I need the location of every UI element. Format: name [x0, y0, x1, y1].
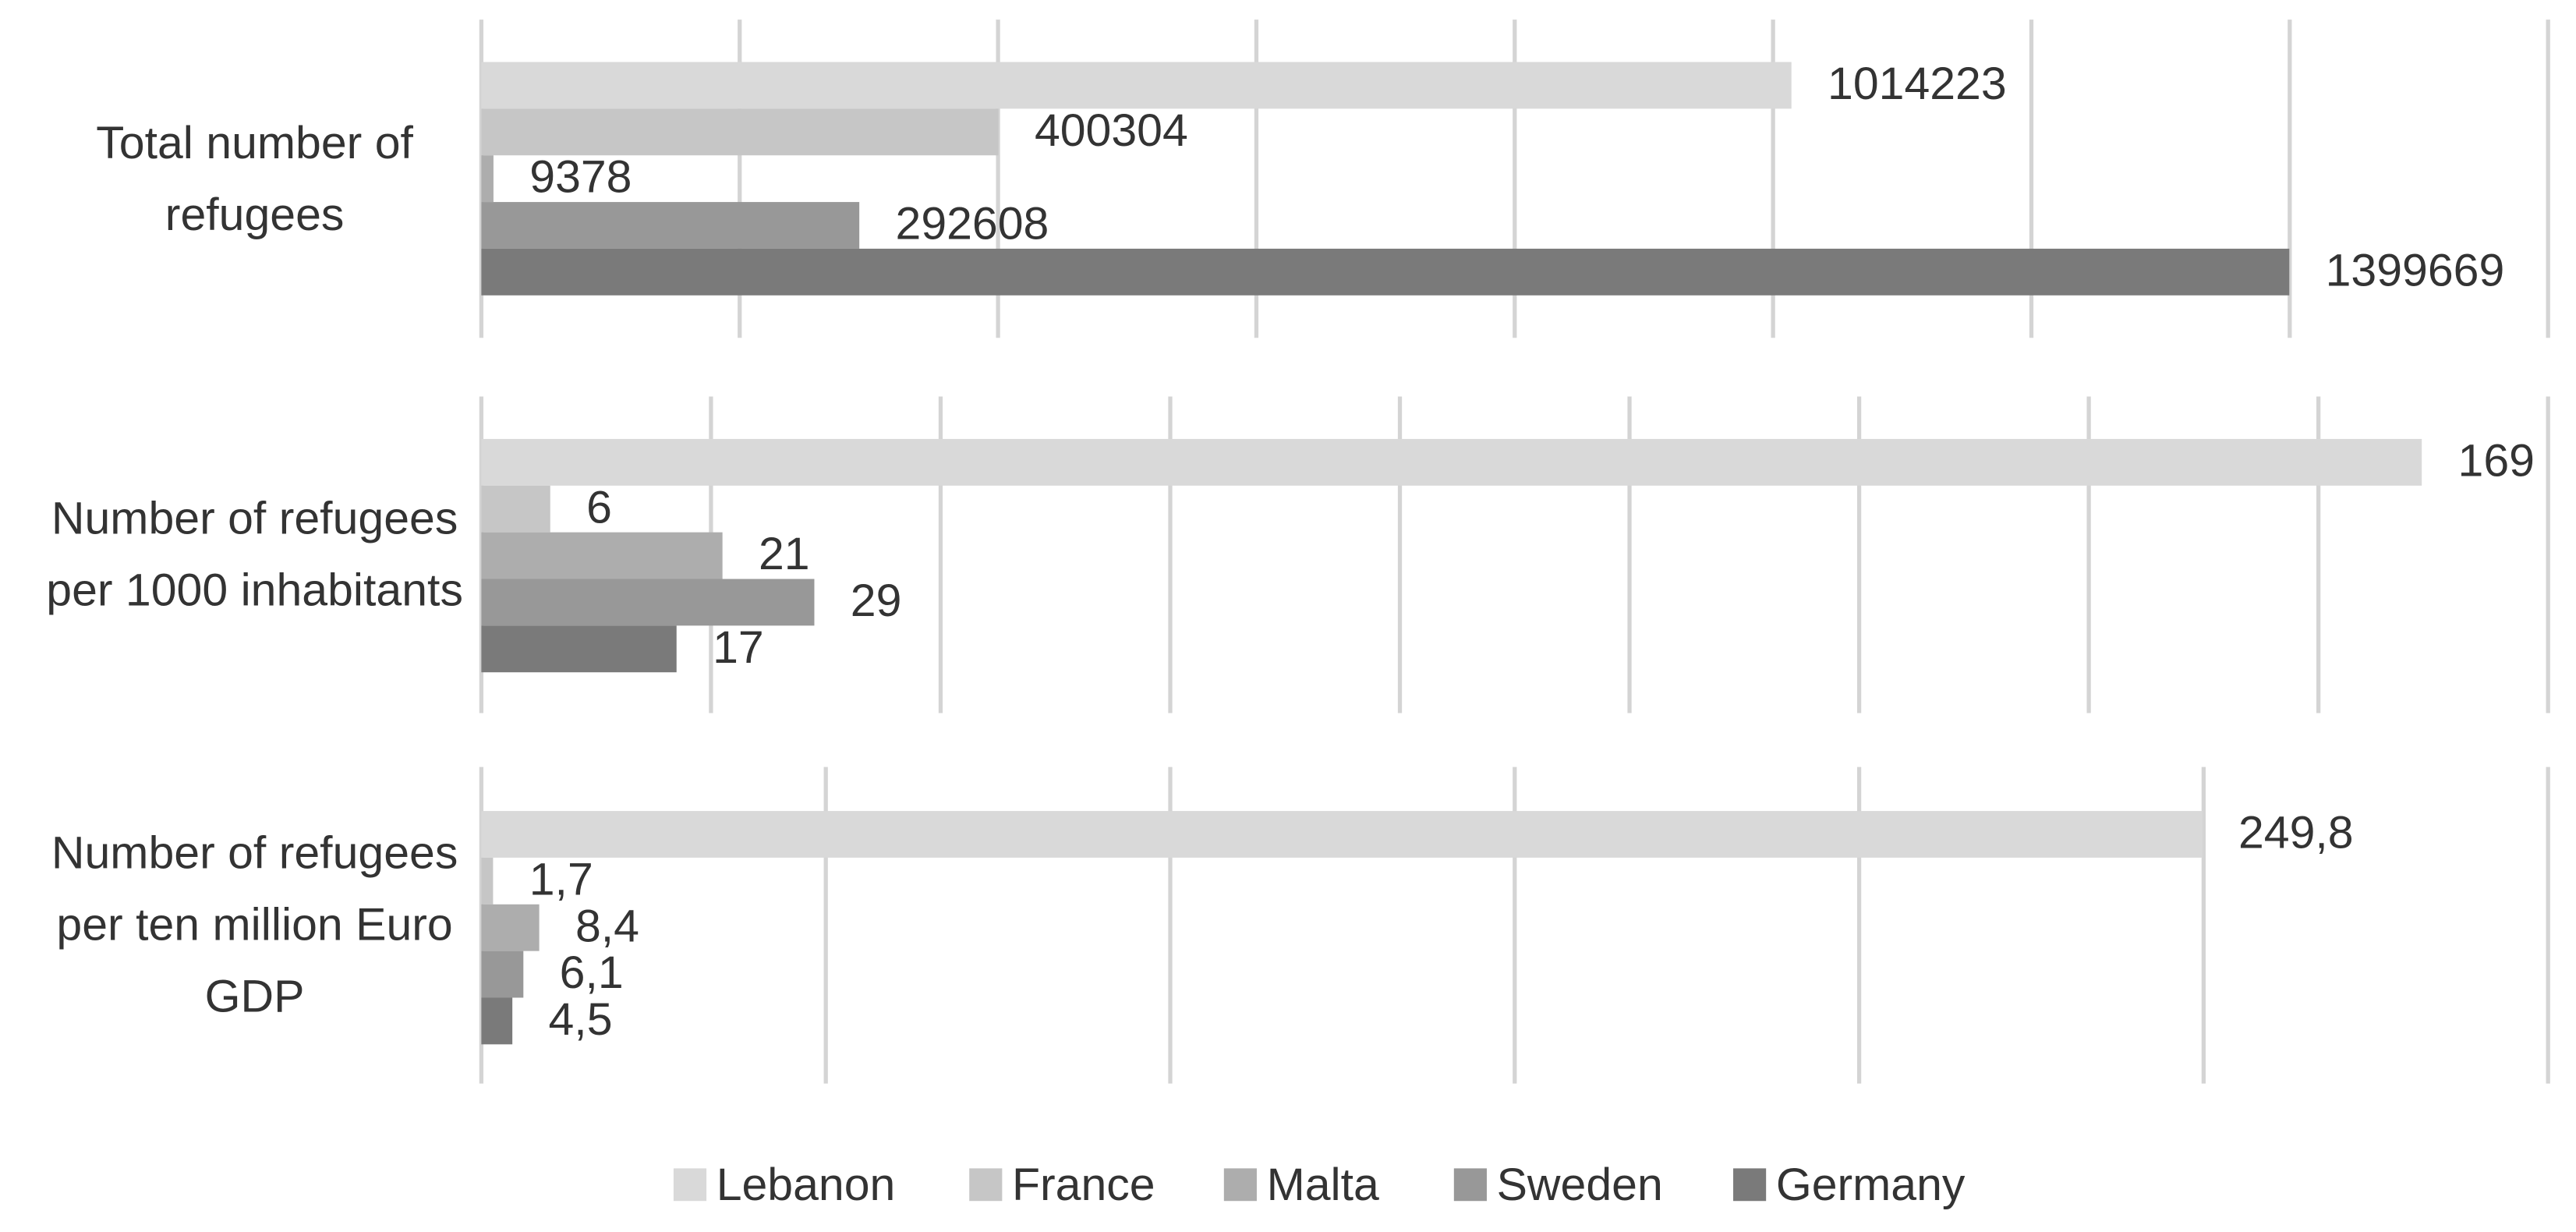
bar	[481, 951, 524, 998]
value-label: 6	[586, 482, 612, 533]
legend-label: Sweden	[1497, 1159, 1663, 1210]
category-label: Number of refugees per ten million Euro …	[51, 827, 458, 1022]
value-label: 4,5	[549, 994, 613, 1045]
legend-swatch	[673, 1168, 707, 1202]
bar	[481, 485, 550, 533]
value-label: 1399669	[2326, 246, 2505, 296]
legend-label: France	[1012, 1159, 1155, 1210]
value-label: 29	[851, 575, 902, 626]
value-label: 400304	[1035, 105, 1188, 156]
bar	[481, 155, 494, 203]
bar	[481, 62, 1792, 109]
value-label: 6,1	[560, 947, 624, 998]
legend-label: Lebanon	[717, 1159, 896, 1210]
bar	[481, 857, 494, 905]
category-label-box: Total number of refugees	[96, 116, 413, 239]
bar	[481, 438, 2422, 486]
legend-swatch	[1733, 1168, 1767, 1202]
legend-label: Germany	[1776, 1159, 1966, 1210]
category-label-box: Number of refugees per 1000 inhabitants	[46, 493, 463, 615]
value-label: 249,8	[2238, 808, 2354, 859]
value-label: 21	[759, 529, 810, 579]
legend-label: Malta	[1267, 1159, 1380, 1210]
bar	[481, 811, 2203, 858]
value-label: 169	[2458, 436, 2535, 487]
value-label: 1014223	[1828, 58, 2007, 109]
bar	[481, 532, 723, 579]
bar	[481, 997, 513, 1045]
bar	[481, 202, 860, 249]
category-label-box: Number of refugees per ten million Euro …	[51, 827, 458, 1022]
bar	[481, 108, 999, 156]
category-label: Total number of refugees	[96, 116, 413, 239]
legend-swatch	[1223, 1168, 1257, 1202]
value-label: 1,7	[529, 855, 593, 905]
legend-swatch	[969, 1168, 1003, 1202]
value-label: 292608	[896, 199, 1049, 250]
value-label: 17	[713, 622, 764, 673]
bar	[481, 904, 540, 951]
legend-swatch	[1453, 1168, 1487, 1202]
value-label: 9378	[529, 152, 632, 203]
bar	[481, 579, 815, 626]
value-label: 8,4	[575, 901, 639, 951]
category-label: Number of refugees per 1000 inhabitants	[46, 493, 463, 615]
bar	[481, 248, 2290, 296]
bar	[481, 625, 677, 673]
